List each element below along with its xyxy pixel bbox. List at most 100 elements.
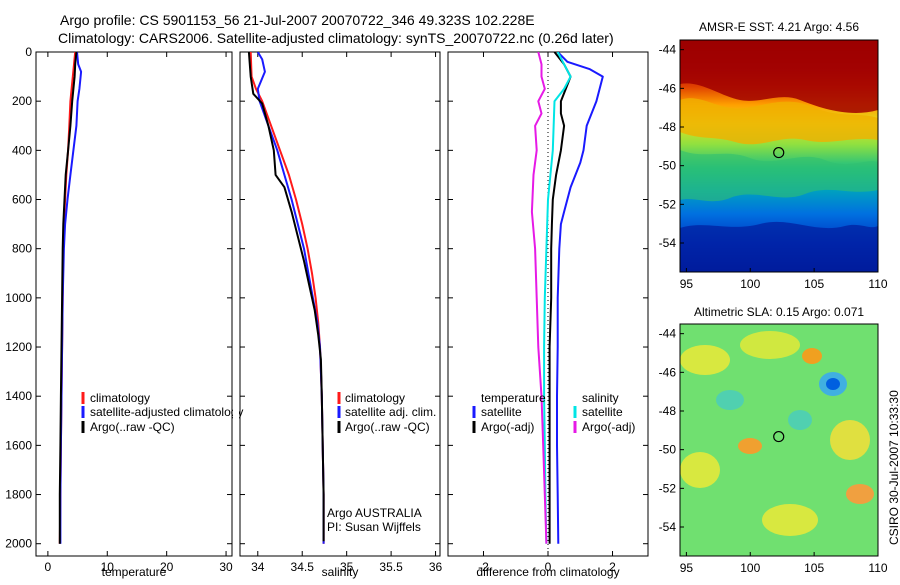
- sla-yellow-patch: [680, 452, 720, 488]
- legend-header-salinity: salinity: [582, 391, 619, 405]
- x-tick-label: 35.5: [379, 560, 403, 574]
- annotation-pi-name: PI: Susan Wijffels: [327, 520, 421, 534]
- sla-heatmap: [680, 324, 878, 556]
- annotation-argo-australia: Argo AUSTRALIA: [327, 506, 422, 520]
- map-y-tick-label: -50: [659, 443, 677, 457]
- y-tick-label: 2000: [5, 537, 32, 551]
- map-x-tick-label: 100: [740, 277, 760, 291]
- series-line: [58, 52, 78, 544]
- legend-label-satellite: satellite-adjusted climatology: [90, 405, 243, 419]
- sla-orange-patch: [802, 348, 822, 364]
- footer-credit: CSIRO 30-Jul-2007 10:33:30: [887, 390, 900, 545]
- y-tick-label: 1600: [5, 438, 32, 452]
- legend-label-argo: Argo(..raw -QC): [90, 420, 175, 434]
- sla-argo-location-marker: [773, 430, 785, 443]
- x-tick-label: 2: [609, 560, 616, 574]
- sst-front: [680, 98, 878, 145]
- legend-label-climatology: climatology: [90, 391, 150, 405]
- sla-yellow-patch: [680, 345, 730, 375]
- legend-label-sal-argo: Argo(-adj): [582, 420, 635, 434]
- temperature-legend-mask: [233, 390, 239, 436]
- figure-title-line-1: Argo profile: CS 5901153_56 21-Jul-2007 …: [60, 12, 535, 28]
- x-axis-label: difference from climatology: [476, 565, 619, 579]
- x-tick-label: 20: [160, 560, 174, 574]
- y-tick-label: 600: [12, 193, 32, 207]
- y-tick-label: 1200: [5, 340, 32, 354]
- map-x-tick-label: 105: [804, 561, 824, 575]
- difference-legend: temperature salinity satellite Argo(-adj…: [472, 391, 635, 434]
- x-tick-label: 34: [251, 560, 265, 574]
- legend-header-temperature: temperature: [481, 391, 546, 405]
- sla-blue-eddy-core: [826, 378, 840, 390]
- legend-label-satellite: satellite adj. clim.: [345, 405, 436, 419]
- sla-cyan-patch: [716, 390, 744, 410]
- x-tick-label: 30: [219, 560, 233, 574]
- legend-label-temp-satellite: satellite: [481, 405, 522, 419]
- x-tick-label: 0: [545, 560, 552, 574]
- map-x-tick-label: 110: [868, 561, 887, 575]
- map-y-tick-label: -46: [659, 81, 677, 95]
- map-y-tick-label: -50: [659, 159, 677, 173]
- legend-label-sal-satellite: satellite: [582, 405, 623, 419]
- y-tick-label: 1000: [5, 291, 32, 305]
- temperature-legend: climatology satellite-adjusted climatolo…: [81, 391, 243, 434]
- y-tick-label: 400: [12, 143, 32, 157]
- panel-1-marks: 34 34.5 35 35.5 36 salinity: [240, 51, 443, 579]
- sla-orange-patch: [846, 484, 874, 504]
- map-y-tick-label: -54: [659, 520, 677, 534]
- map-y-tick-label: -52: [659, 197, 677, 211]
- salinity-plot-area: [239, 51, 441, 557]
- sla-map-title: Altimetric SLA: 0.15 Argo: 0.071: [694, 305, 864, 319]
- series-line: [556, 52, 604, 544]
- sla-yellow-patch: [762, 504, 818, 536]
- legend-label-argo: Argo(..raw -QC): [345, 420, 430, 434]
- map-y-tick-label: -46: [659, 365, 677, 379]
- temperature-plot-area: [35, 51, 233, 557]
- map-x-tick-label: 95: [680, 277, 694, 291]
- sst-argo-location-marker: [773, 146, 785, 159]
- series-line: [548, 52, 572, 544]
- sst-map-title: AMSR-E SST: 4.21 Argo: 4.56: [699, 20, 859, 34]
- series-line: [543, 52, 572, 544]
- x-tick-label: 0: [45, 560, 52, 574]
- x-axis-label: temperature: [102, 565, 167, 579]
- sst-map-axes: 95 100 105 110 -44 -46 -48 -50 -52 -54: [659, 43, 888, 291]
- y-tick-label: 1400: [5, 389, 32, 403]
- y-tick-label: 0: [25, 45, 32, 59]
- sla-orange-patch: [738, 438, 762, 454]
- series-line: [247, 52, 325, 542]
- salinity-legend: climatology satellite adj. clim. Argo(..…: [327, 391, 436, 534]
- series-group: [530, 52, 604, 544]
- series-group: [58, 52, 83, 544]
- legend-label-climatology: climatology: [345, 391, 405, 405]
- sla-cyan-patch: [788, 410, 812, 430]
- map-y-tick-label: -48: [659, 120, 677, 134]
- sst-midwater: [680, 150, 878, 202]
- x-tick-label: 10: [101, 560, 115, 574]
- map-x-tick-label: 105: [804, 277, 824, 291]
- panel-0-marks: 0 10 20 30 0 200 400 600 800 1000 1200 1400 1600 1800…: [5, 45, 233, 579]
- x-axis-label: salinity: [322, 565, 359, 579]
- sst-cold-water: [680, 221, 878, 272]
- profile-panels: 0 10 20 30020040060080010001200140016001800…: [5, 45, 648, 579]
- x-tick-label: 34.5: [291, 560, 315, 574]
- x-tick-label: -2: [478, 560, 489, 574]
- map-y-tick-label: -54: [659, 236, 677, 250]
- sst-map-frame: [679, 39, 879, 273]
- map-x-tick-label: 100: [740, 561, 760, 575]
- map-y-tick-label: -48: [659, 404, 677, 418]
- x-tick-label: 35: [340, 560, 354, 574]
- sst-heatmap: [680, 40, 878, 272]
- map-y-tick-label: -44: [659, 327, 677, 341]
- series-line: [530, 52, 548, 544]
- series-group: [247, 52, 325, 544]
- x-tick-label: 36: [429, 560, 443, 574]
- map-y-tick-label: -52: [659, 481, 677, 495]
- map-y-tick-label: -44: [659, 43, 677, 57]
- legend-label-temp-argo: Argo(-adj): [481, 420, 534, 434]
- map-x-tick-label: 95: [680, 561, 694, 575]
- sst-warm-band: [680, 40, 878, 113]
- y-tick-label: 200: [12, 94, 32, 108]
